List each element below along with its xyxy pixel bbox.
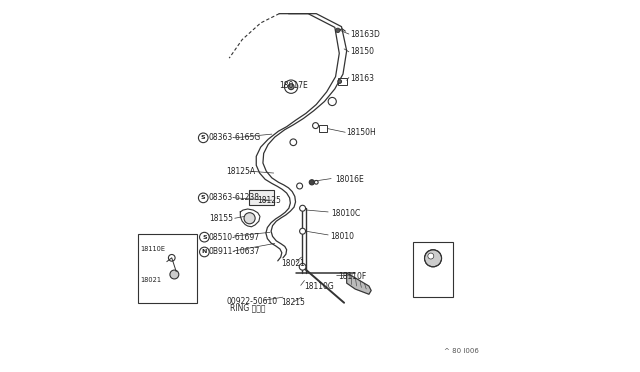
Circle shape	[312, 123, 319, 129]
Circle shape	[200, 247, 209, 257]
Circle shape	[198, 133, 208, 142]
Text: 18215: 18215	[281, 298, 305, 307]
Circle shape	[170, 270, 179, 279]
Circle shape	[290, 139, 297, 145]
Text: RING リング: RING リング	[230, 304, 266, 313]
Circle shape	[424, 250, 442, 267]
Bar	[249, 190, 274, 205]
Text: S: S	[202, 235, 207, 240]
Text: 18163: 18163	[350, 74, 374, 83]
Polygon shape	[347, 273, 371, 294]
Bar	[413, 241, 453, 297]
Text: 08363-61238: 08363-61238	[209, 193, 260, 202]
Text: 18021: 18021	[140, 277, 161, 283]
Circle shape	[288, 84, 294, 90]
Text: S: S	[201, 135, 205, 140]
Text: 18110G: 18110G	[305, 282, 334, 291]
Text: 18150H: 18150H	[346, 128, 376, 137]
Bar	[319, 125, 328, 132]
Circle shape	[200, 232, 209, 242]
Text: 18016E: 18016E	[335, 175, 364, 184]
Circle shape	[300, 205, 305, 211]
Text: 18150: 18150	[350, 47, 374, 56]
Circle shape	[284, 80, 298, 93]
Bar	[138, 234, 197, 303]
Text: 18163D: 18163D	[350, 29, 380, 39]
Text: 18110F: 18110F	[338, 272, 366, 281]
Circle shape	[328, 97, 336, 106]
Circle shape	[300, 228, 305, 234]
Text: 18021: 18021	[281, 259, 305, 267]
Text: 08363-6165G: 08363-6165G	[209, 133, 261, 142]
Circle shape	[309, 180, 314, 185]
Text: 18110E: 18110E	[140, 246, 165, 252]
Circle shape	[244, 213, 255, 224]
Bar	[338, 78, 347, 85]
Text: 18125A: 18125A	[226, 167, 255, 176]
Circle shape	[300, 263, 306, 270]
Text: 18010: 18010	[330, 231, 355, 241]
Circle shape	[335, 28, 340, 33]
Text: ATM: ATM	[178, 238, 194, 248]
Text: 18440: 18440	[421, 282, 445, 291]
Text: 0B911-10637: 0B911-10637	[209, 247, 260, 256]
Text: 00922-50610: 00922-50610	[227, 297, 278, 306]
Text: 18017E: 18017E	[279, 81, 308, 90]
Text: 18155: 18155	[209, 214, 233, 223]
Circle shape	[314, 180, 318, 184]
Circle shape	[198, 193, 208, 203]
Circle shape	[297, 183, 303, 189]
Circle shape	[168, 254, 175, 261]
Text: 18125: 18125	[257, 196, 281, 205]
Circle shape	[338, 80, 342, 83]
Text: N: N	[202, 250, 207, 254]
Text: 18010C: 18010C	[331, 209, 360, 218]
Circle shape	[428, 253, 434, 259]
Text: 08510-61697: 08510-61697	[209, 232, 260, 242]
Text: S: S	[201, 195, 205, 201]
Text: ^ 80 l006: ^ 80 l006	[445, 347, 479, 353]
